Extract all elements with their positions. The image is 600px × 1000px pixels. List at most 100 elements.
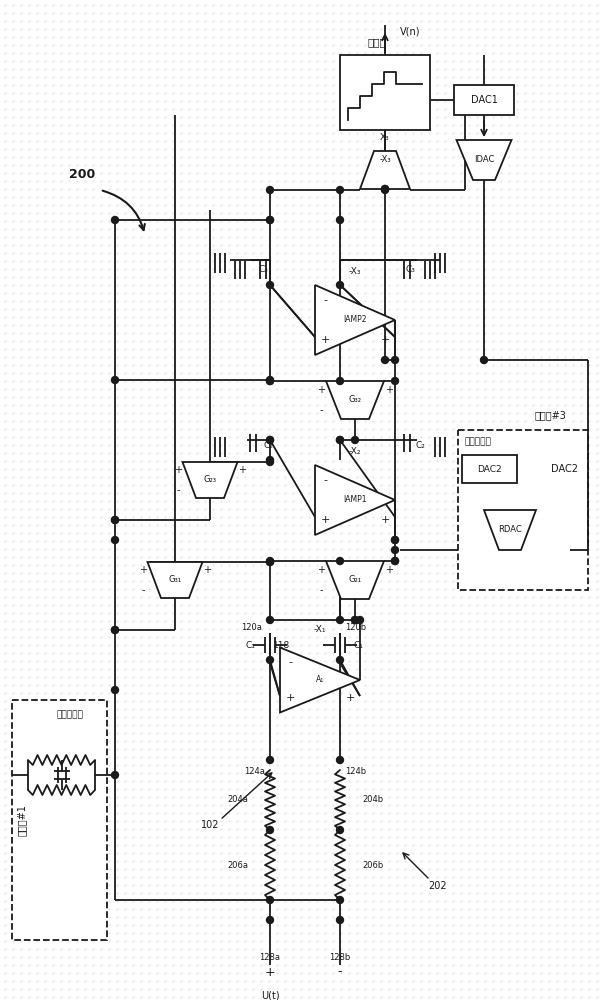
Text: DAC2: DAC2: [551, 464, 578, 474]
Circle shape: [392, 558, 398, 564]
Polygon shape: [182, 462, 238, 498]
Text: C₂: C₂: [415, 440, 425, 450]
Text: -X₁: -X₁: [314, 626, 326, 635]
Text: 带通滤波器: 带通滤波器: [56, 710, 83, 720]
Circle shape: [266, 186, 274, 194]
Circle shape: [112, 626, 119, 634]
Circle shape: [382, 186, 389, 192]
Circle shape: [337, 826, 343, 834]
Circle shape: [266, 756, 274, 764]
Circle shape: [266, 456, 274, 464]
Text: +: +: [346, 693, 355, 703]
Text: -X₃: -X₃: [379, 155, 391, 164]
Polygon shape: [326, 561, 384, 599]
Text: IDAC: IDAC: [474, 155, 494, 164]
Text: 120a: 120a: [242, 624, 262, 633]
Text: 202: 202: [428, 881, 448, 891]
Text: DAC2: DAC2: [476, 464, 502, 474]
Text: 124b: 124b: [345, 768, 366, 776]
Text: IAMP1: IAMP1: [343, 495, 367, 504]
Circle shape: [337, 217, 343, 224]
Circle shape: [382, 186, 389, 192]
Text: +: +: [385, 385, 393, 395]
Text: +: +: [320, 335, 329, 345]
Circle shape: [382, 186, 389, 194]
Text: +: +: [380, 335, 389, 345]
Circle shape: [337, 282, 343, 288]
Circle shape: [112, 686, 119, 694]
Polygon shape: [484, 510, 536, 550]
Polygon shape: [326, 381, 384, 419]
Circle shape: [337, 916, 343, 924]
Text: 120b: 120b: [346, 624, 367, 633]
Circle shape: [337, 616, 343, 624]
Circle shape: [266, 377, 274, 384]
Circle shape: [266, 436, 274, 444]
Circle shape: [266, 826, 274, 834]
Circle shape: [266, 377, 274, 384]
Text: 124a: 124a: [244, 768, 265, 776]
Circle shape: [481, 357, 487, 363]
Circle shape: [392, 377, 398, 384]
Text: -: -: [319, 405, 323, 415]
Polygon shape: [315, 465, 395, 535]
Text: +: +: [139, 565, 147, 575]
Text: 滤波器#3: 滤波器#3: [534, 410, 566, 420]
Circle shape: [392, 536, 398, 544]
Circle shape: [337, 186, 343, 194]
Circle shape: [352, 436, 359, 444]
Text: 204b: 204b: [362, 796, 383, 804]
Circle shape: [337, 377, 343, 384]
Circle shape: [266, 656, 274, 664]
Circle shape: [266, 376, 274, 383]
Text: -: -: [141, 585, 145, 595]
Text: C₂: C₂: [263, 440, 273, 450]
Text: +: +: [265, 966, 275, 978]
Text: +: +: [380, 515, 389, 525]
Text: +: +: [320, 515, 329, 525]
Bar: [458, 430, 588, 590]
Circle shape: [266, 217, 274, 224]
Text: 200: 200: [69, 168, 95, 182]
Circle shape: [112, 217, 119, 224]
Circle shape: [337, 756, 343, 764]
Text: IAMP2: IAMP2: [343, 316, 367, 324]
Text: +: +: [174, 465, 182, 475]
Bar: [462, 455, 517, 483]
Text: -: -: [323, 475, 327, 485]
Text: X₃: X₃: [380, 133, 390, 142]
Text: -: -: [319, 585, 323, 595]
Circle shape: [392, 558, 398, 564]
Circle shape: [112, 376, 119, 383]
Text: 128b: 128b: [329, 954, 350, 962]
Text: G₃₁: G₃₁: [169, 576, 182, 584]
Circle shape: [112, 516, 119, 524]
Polygon shape: [457, 140, 511, 180]
Text: 128a: 128a: [260, 954, 281, 962]
Text: U(t): U(t): [260, 990, 280, 1000]
Circle shape: [392, 357, 398, 363]
Text: C₁: C₁: [353, 641, 363, 650]
Polygon shape: [315, 285, 395, 355]
Circle shape: [266, 896, 274, 904]
Text: 118: 118: [274, 641, 290, 650]
Text: +: +: [238, 465, 246, 475]
Text: -X₂: -X₂: [349, 448, 361, 456]
Circle shape: [337, 558, 343, 564]
Text: V(n): V(n): [400, 27, 420, 37]
Text: -: -: [176, 485, 180, 495]
Circle shape: [337, 436, 343, 444]
Text: DAC1: DAC1: [470, 95, 497, 105]
Circle shape: [266, 616, 274, 624]
Circle shape: [337, 656, 343, 664]
Text: C₃: C₃: [258, 265, 268, 274]
Text: C₃: C₃: [405, 265, 415, 274]
Circle shape: [266, 916, 274, 924]
Circle shape: [112, 626, 119, 634]
Circle shape: [266, 436, 274, 444]
Text: -: -: [338, 966, 342, 978]
Circle shape: [392, 546, 398, 554]
Text: +: +: [286, 693, 295, 703]
Circle shape: [337, 436, 343, 444]
Text: G₂₁: G₂₁: [349, 576, 362, 584]
